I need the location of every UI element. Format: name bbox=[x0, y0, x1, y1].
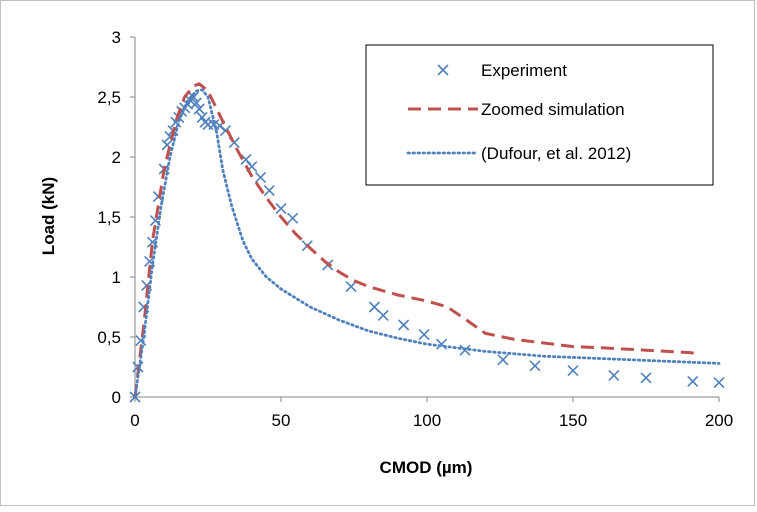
y-tick-label: 1,5 bbox=[97, 208, 121, 227]
axes: 0 50 100 150 200 0 0,5 1 1,5 2 2,5 3 bbox=[97, 28, 733, 430]
data-point-x-marker bbox=[345, 281, 357, 293]
legend-box bbox=[365, 44, 714, 186]
data-point-x-marker bbox=[193, 103, 205, 115]
data-point-x-marker bbox=[263, 185, 275, 197]
legend-item-zoomed-simulation: Zoomed simulation bbox=[408, 100, 625, 119]
legend-x-glyph bbox=[437, 64, 449, 76]
y-tick-label: 0,5 bbox=[97, 328, 121, 347]
data-point-x-marker bbox=[202, 119, 214, 131]
data-point-x-marker bbox=[377, 309, 389, 321]
data-point-x-marker bbox=[608, 369, 620, 381]
y-axis-title: Load (kN) bbox=[39, 177, 58, 255]
y-tick-label: 1 bbox=[112, 268, 121, 287]
data-point-x-marker bbox=[687, 375, 699, 387]
legend-label: Experiment bbox=[481, 61, 567, 80]
y-tick-label: 2,5 bbox=[97, 88, 121, 107]
data-point-x-marker bbox=[287, 212, 299, 224]
data-point-x-marker bbox=[640, 372, 652, 384]
data-point-x-marker bbox=[418, 329, 430, 341]
legend-label: Zoomed simulation bbox=[481, 100, 625, 119]
legend-marker-x bbox=[437, 64, 449, 76]
data-point-x-marker bbox=[529, 360, 541, 372]
legend-label: (Dufour, et al. 2012) bbox=[481, 144, 631, 163]
x-tick-label: 150 bbox=[559, 411, 587, 430]
y-tick-label: 0 bbox=[112, 388, 121, 407]
y-tick-label: 2 bbox=[112, 148, 121, 167]
legend-item-dufour-2012: (Dufour, et al. 2012) bbox=[406, 144, 631, 163]
legend-item-experiment: Experiment bbox=[437, 61, 567, 80]
legend: Experiment Zoomed simulation (Dufour, et… bbox=[365, 44, 714, 186]
data-point-x-marker bbox=[190, 97, 202, 109]
series-layer bbox=[129, 82, 725, 403]
x-tick-label: 50 bbox=[272, 411, 291, 430]
data-point-x-marker bbox=[275, 203, 287, 215]
zoomed-simulation-line bbox=[133, 82, 699, 398]
data-point-x-marker bbox=[368, 301, 381, 313]
dufour-2012-line bbox=[133, 88, 721, 399]
x-tick-label: 200 bbox=[705, 411, 733, 430]
data-point-x-marker bbox=[240, 153, 252, 165]
data-point-x-marker bbox=[567, 365, 579, 377]
x-axis-title: CMOD (µm) bbox=[380, 458, 473, 477]
data-point-x-marker bbox=[398, 319, 410, 331]
data-point-x-marker bbox=[254, 171, 267, 183]
y-tick-label: 3 bbox=[112, 28, 121, 47]
data-point-x-marker bbox=[497, 354, 509, 366]
data-point-x-marker bbox=[187, 91, 199, 103]
x-tick-label: 100 bbox=[413, 411, 441, 430]
data-point-x-marker bbox=[713, 377, 725, 389]
x-tick-label: 0 bbox=[130, 411, 139, 430]
